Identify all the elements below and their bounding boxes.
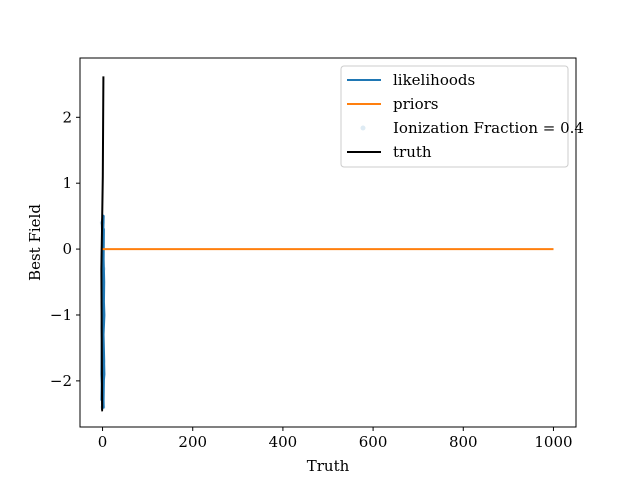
legend-box — [340, 65, 569, 168]
axis-ticks: 0 200 400 600 800 1000 −2 −1 0 1 2 — [50, 108, 573, 451]
x-tick-label: 1000 — [534, 433, 572, 451]
y-tick-label: −1 — [50, 306, 72, 324]
legend-label-likelihoods: likelihoods — [393, 71, 475, 89]
x-tick-label: 800 — [449, 433, 478, 451]
y-tick-label: 2 — [62, 108, 72, 126]
x-tick-label: 200 — [178, 433, 207, 451]
legend-marker-ionization-fraction-0-4 — [360, 125, 366, 131]
y-tick-label: −2 — [50, 372, 72, 390]
x-tick-label: 400 — [269, 433, 298, 451]
y-tick-label: 1 — [62, 174, 72, 192]
x-tick-label: 600 — [359, 433, 388, 451]
series-line-truth — [100, 76, 105, 412]
legend-label-priors: priors — [393, 95, 438, 113]
axes-frame — [79, 57, 577, 428]
x-tick-label: 0 — [98, 433, 108, 451]
y-tick-label: 0 — [62, 240, 72, 258]
legend-label-ionization-fraction-0-4: Ionization Fraction = 0.4 — [393, 119, 584, 137]
legend: likelihoods priors Ionization Fraction = 0… — [340, 65, 584, 168]
plot-area — [99, 76, 554, 412]
legend-label-truth: truth — [393, 143, 432, 161]
x-axis-title: Truth — [307, 457, 350, 475]
y-axis-title: Best Field — [26, 204, 44, 281]
